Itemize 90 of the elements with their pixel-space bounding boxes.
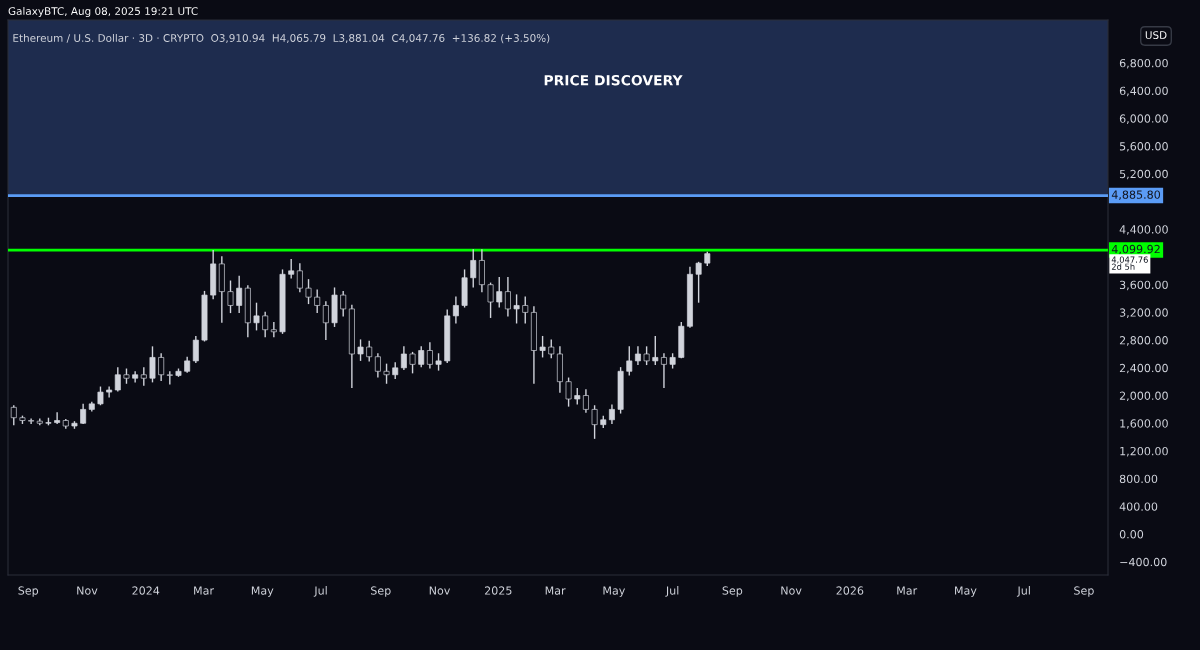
- x-tick-label: Nov: [77, 586, 98, 595]
- candlestick: [357, 339, 364, 361]
- candlestick: [288, 259, 295, 279]
- candlestick: [374, 353, 381, 378]
- candlestick: [582, 389, 589, 413]
- y-tick-label: 2,800.00: [1119, 336, 1168, 346]
- candlestick: [10, 405, 17, 426]
- text: USD: [1145, 31, 1167, 40]
- x-tick-label: Sep: [722, 586, 743, 597]
- y-tick-label: 1,600.00: [1120, 419, 1168, 429]
- x-tick-label: 2026: [836, 586, 864, 595]
- band-label: PRICE DISCOVERY: [544, 74, 683, 86]
- x-tick-label: Mar: [897, 586, 918, 595]
- y-tick-label: 1,200.00: [1120, 446, 1168, 457]
- candlestick: [383, 363, 390, 384]
- candlestick: [106, 386, 113, 398]
- x-tick-label: 2024: [132, 586, 160, 595]
- candlestick: [366, 340, 373, 362]
- y-tick-label: 2,400.00: [1119, 363, 1168, 374]
- y-tick-label: 3,600.00: [1119, 280, 1168, 291]
- ref-line-label: 4,885.80: [1111, 190, 1161, 200]
- candlestick: [236, 275, 243, 314]
- candlestick: [54, 412, 61, 424]
- x-tick-label: Sep: [371, 586, 391, 597]
- candlestick: [114, 367, 121, 392]
- candlestick: [305, 279, 312, 305]
- candlestick: [132, 371, 139, 383]
- candlestick: [149, 346, 156, 383]
- text: 4,047.76 2d 5h: [1111, 256, 1148, 270]
- x-tick-label: Jul: [313, 586, 327, 597]
- y-tick-label: 800.00: [1119, 474, 1158, 484]
- candlestick: [28, 418, 35, 424]
- candlestick: [158, 353, 165, 381]
- y-tick-label: 6,000.00: [1119, 114, 1168, 124]
- candlestick: [565, 377, 572, 407]
- y-tick-label: 2,000.00: [1119, 391, 1168, 402]
- x-tick-label: May: [251, 586, 274, 597]
- y-tick-label: 0.00: [1119, 530, 1144, 539]
- candlestick: [253, 302, 260, 331]
- candlestick: [522, 296, 529, 324]
- candlestick: [270, 322, 277, 338]
- candlestick: [539, 335, 546, 358]
- x-tick-label: Jul: [1016, 586, 1030, 597]
- candlestick: [409, 351, 416, 374]
- x-tick-label: Mar: [545, 586, 566, 595]
- candlestick: [504, 277, 511, 317]
- candlestick: [426, 342, 433, 369]
- candlestick: [470, 249, 477, 288]
- candlestick: [626, 346, 633, 376]
- candlestick: [661, 353, 667, 388]
- candlestick: [322, 301, 329, 341]
- candlestick: [340, 290, 347, 317]
- candlestick: [140, 367, 147, 386]
- x-tick-label: May: [603, 586, 626, 597]
- y-tick-label: −400.00: [1120, 557, 1167, 567]
- x-tick-label: 2025: [484, 586, 512, 595]
- candlestick: [296, 263, 303, 293]
- y-tick-label: 5,200.00: [1119, 169, 1168, 180]
- x-tick-label: Sep: [18, 586, 39, 597]
- y-tick-label: 6,400.00: [1119, 86, 1168, 97]
- candlestick: [192, 335, 199, 363]
- y-tick-label: 4,400.00: [1119, 225, 1168, 235]
- candlestick: [314, 289, 321, 314]
- candlestick: [166, 371, 173, 385]
- y-tick-label: 3,200.00: [1119, 308, 1168, 318]
- x-tick-label: Mar: [194, 586, 215, 595]
- candlestick: [80, 403, 87, 424]
- candlestick: [262, 311, 269, 338]
- candlestick: [513, 294, 520, 324]
- ref-line-label: 4,099.92: [1111, 244, 1160, 255]
- y-tick-label: 400.00: [1119, 502, 1158, 511]
- x-tick-label: Jul: [665, 586, 679, 597]
- candlestick: [591, 405, 598, 439]
- candlestick: [652, 335, 659, 366]
- candlestick: [695, 261, 702, 303]
- candlestick: [400, 346, 407, 370]
- x-tick-label: Nov: [781, 586, 802, 595]
- y-tick-label: 5,600.00: [1119, 142, 1168, 152]
- candlestick: [227, 280, 234, 314]
- candlestick: [608, 404, 615, 424]
- candlestick: [496, 277, 503, 308]
- text: Ethereum / U.S. Dollar · 3D · CRYPTO O3,910.94 H4,065.79 L3,881.04 C4,047.76 +136.82 (+3.50%): [13, 33, 550, 44]
- text: GalaxyBTC, Aug 08, 2025 19:21 UTC: [8, 6, 198, 18]
- y-tick-label: 6,800.00: [1119, 58, 1168, 69]
- candlestick: [418, 346, 425, 368]
- x-tick-label: May: [955, 586, 977, 597]
- candlestick: [452, 296, 459, 324]
- x-tick-label: Nov: [429, 586, 451, 595]
- x-tick-label: Sep: [1074, 586, 1094, 597]
- candlestick: [487, 282, 494, 318]
